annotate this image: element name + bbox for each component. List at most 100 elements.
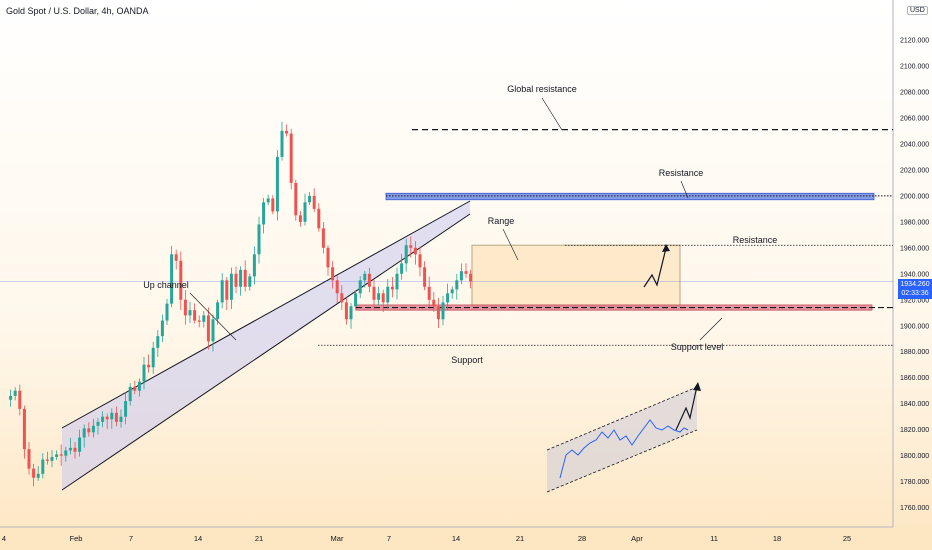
up-channel-top-line — [61, 200, 471, 429]
candle-body — [377, 293, 381, 300]
y-tick-label: 1860.000 — [900, 375, 929, 382]
resistance-zone — [385, 192, 875, 201]
candle-body — [124, 401, 128, 417]
candle-body — [119, 416, 123, 422]
candle-body — [128, 386, 132, 402]
y-tick-label: 1820.000 — [900, 427, 929, 434]
y-tick-label: 1800.000 — [900, 453, 929, 460]
candle-body — [220, 280, 224, 303]
chart-title: Gold Spot / U.S. Dollar, 4h, OANDA — [6, 6, 149, 16]
candle-body — [36, 473, 40, 478]
candle-body — [239, 269, 243, 287]
x-tick-label: 14 — [194, 534, 202, 543]
y-tick-label: 2100.000 — [900, 63, 929, 70]
candle-body — [363, 273, 367, 281]
candle-body — [294, 182, 298, 216]
candle-body — [78, 437, 82, 452]
inset-channel-top — [546, 386, 698, 451]
candle-body — [234, 273, 238, 287]
candle-body — [289, 133, 293, 183]
y-tick-label: 2000.000 — [900, 193, 929, 200]
candle-body — [110, 412, 114, 420]
inset-arrow-head — [693, 382, 701, 391]
projection-arrow-head — [662, 244, 670, 252]
y-tick-label: 2040.000 — [900, 141, 929, 148]
candle-body — [114, 412, 118, 422]
candle-body — [96, 421, 100, 426]
candle-body — [358, 280, 362, 294]
pointer-support-level — [699, 317, 723, 341]
candle-body — [197, 320, 201, 322]
candle-body — [174, 254, 178, 261]
x-tick-label: Feb — [70, 534, 83, 543]
candle-body — [303, 202, 307, 222]
candle-body — [275, 156, 279, 212]
y-tick-label: 1920.000 — [900, 297, 929, 304]
y-tick-label: 2120.000 — [900, 37, 929, 44]
candle-body — [206, 315, 210, 342]
candle-body — [50, 456, 54, 461]
candle-body — [280, 130, 284, 157]
x-tick-label: Apr — [631, 534, 643, 543]
pointer-resistance-zone — [680, 180, 689, 199]
y-tick-label: 1960.000 — [900, 245, 929, 252]
candle-body — [64, 450, 68, 456]
up-channel-fill — [62, 201, 470, 490]
candle-body — [59, 454, 63, 456]
candle-body — [404, 245, 408, 264]
candle-body — [91, 425, 95, 433]
annotation-support: Support — [451, 355, 483, 365]
candle-body — [262, 202, 266, 225]
candle-body — [188, 310, 192, 316]
x-tick-label: 14 — [452, 534, 460, 543]
current-price-value: 1934.260 — [900, 281, 930, 288]
candle-body — [211, 319, 215, 342]
candles — [9, 121, 473, 487]
candle-body — [13, 390, 17, 396]
currency-label[interactable]: USD — [907, 6, 928, 15]
candle-body — [32, 468, 36, 478]
candle-body — [450, 289, 454, 294]
y-tick-label: 2060.000 — [900, 115, 929, 122]
candle-body — [266, 198, 270, 203]
x-tick-label: 7 — [387, 534, 391, 543]
candle-body — [340, 293, 344, 303]
inset-channel-fill — [547, 387, 697, 492]
candle-body — [459, 271, 463, 281]
inset-price-line — [559, 419, 689, 479]
candle-body — [344, 302, 348, 320]
candle-body — [331, 267, 335, 281]
candle-body — [55, 454, 59, 457]
annotation-support-level: Support level — [671, 342, 724, 352]
candle-body — [298, 215, 302, 222]
pointer-global-resistance — [541, 97, 563, 131]
x-axis-ticks: 4 Feb 7 14 21 Mar 7 14 21 28 Apr 11 18 25 — [2, 534, 851, 543]
projection-arrow — [643, 247, 667, 288]
candle-body — [395, 273, 399, 290]
candle-body — [321, 228, 325, 248]
x-tick-label: 28 — [578, 534, 586, 543]
bar-countdown: 02:33:36 — [901, 290, 929, 297]
candle-body — [271, 198, 275, 212]
y-tick-label: 1760.000 — [900, 505, 929, 512]
candle-body — [312, 195, 316, 209]
time-axis-bg — [0, 528, 932, 550]
candle-body — [165, 303, 169, 321]
candle-body — [390, 286, 394, 290]
candle-body — [441, 302, 445, 320]
candle-body — [183, 299, 187, 316]
y-axis-ticks: 1760.000 1780.000 1800.000 1820.000 1840.000… — [900, 37, 929, 512]
x-tick-label: 21 — [516, 534, 524, 543]
candle-body — [133, 386, 137, 391]
candle-body — [82, 428, 86, 438]
x-tick-label: 18 — [773, 534, 781, 543]
candle-body — [41, 459, 45, 474]
candle-body — [160, 320, 164, 337]
candle-body — [9, 395, 13, 400]
inset-channel-bottom — [546, 429, 698, 493]
candle-body — [22, 408, 26, 450]
candle-body — [464, 271, 468, 274]
candle-body — [18, 390, 22, 409]
